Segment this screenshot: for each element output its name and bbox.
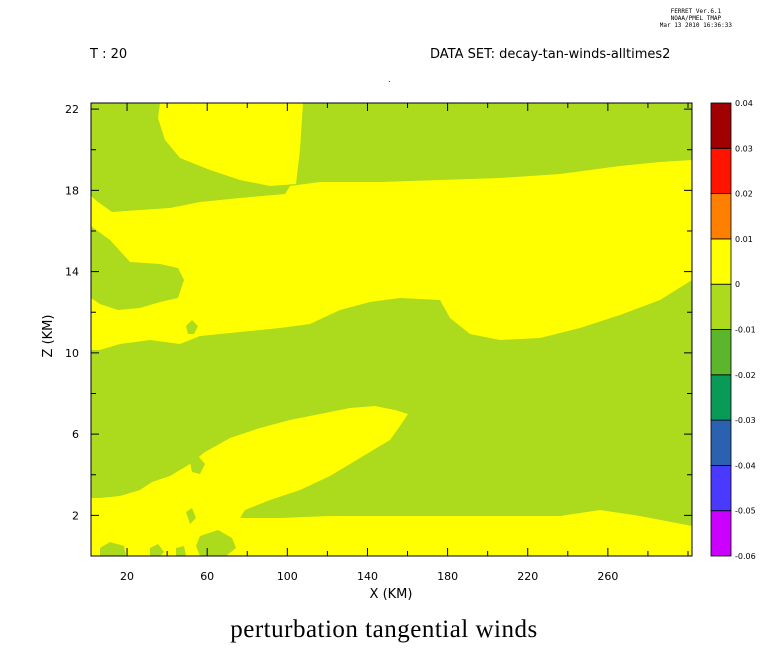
upper-left-green-tongue <box>91 226 184 310</box>
center-dot: . <box>388 75 391 84</box>
x-tick-label: 100 <box>277 570 298 583</box>
colorbar-label: 0.03 <box>735 144 753 153</box>
colorbar-swatch <box>710 419 732 466</box>
y-tick-label: 6 <box>72 428 79 441</box>
upper-yellow-layer <box>91 160 692 350</box>
lower-green-patch-6 <box>100 542 126 556</box>
green-speck-1 <box>118 172 150 190</box>
y-tick-label: 14 <box>65 266 79 279</box>
green-speck-3 <box>91 118 98 134</box>
lower-green-patch-1 <box>91 440 152 498</box>
colorbar-label: 0.01 <box>735 235 753 244</box>
colorbar-label: -0.02 <box>735 371 756 380</box>
colorbar-swatch <box>710 193 732 240</box>
colorbar-swatch <box>710 147 732 195</box>
plot-frame <box>90 102 693 557</box>
colorbar-label: -0.06 <box>735 552 756 561</box>
colorbar-swatch <box>710 102 732 149</box>
x-tick-label: 220 <box>517 570 538 583</box>
y-tick-label: 22 <box>65 103 79 116</box>
colorbar-label: -0.03 <box>735 416 756 425</box>
ferret-version-stamp: FERRET Ver.6.1 NOAA/PMEL TMAP Mar 13 201… <box>660 8 732 29</box>
colorbar: -0.06 -0.05 -0.04 -0.03 -0.02 -0.01 0 0.01 0.02 0… <box>710 99 756 561</box>
chart-title: perturbation tangential winds <box>230 616 538 643</box>
ferret-version-line: FERRET Ver.6.1 <box>670 8 722 15</box>
lower-green-patch-2 <box>91 452 101 466</box>
lower-green-patch-7 <box>150 544 164 556</box>
colorbar-label: -0.04 <box>735 461 756 470</box>
ferret-org-line: NOAA/PMEL TMAP <box>670 15 722 22</box>
colorbar-swatch <box>710 510 732 557</box>
y-axis-ticks: 2 6 10 14 18 22 <box>65 103 692 522</box>
colorbar-swatch <box>710 464 732 512</box>
lower-green-patch-3 <box>190 456 205 474</box>
ferret-date-line: Mar 13 2010 16:36:33 <box>659 22 732 29</box>
x-tick-label: 140 <box>357 570 378 583</box>
colorbar-label: -0.05 <box>735 507 756 516</box>
lower-green-patch-8 <box>176 546 186 556</box>
y-tick-label: 2 <box>72 509 79 522</box>
colorbar-swatch <box>710 238 732 285</box>
x-tick-label: 260 <box>597 570 618 583</box>
time-step-label: T : 20 <box>90 47 128 62</box>
contour-field <box>91 103 692 556</box>
x-tick-label: 60 <box>200 570 214 583</box>
y-axis-label: Z (KM) <box>41 315 56 358</box>
x-tick-label: 180 <box>437 570 458 583</box>
top-yellow-column <box>158 103 303 186</box>
colorbar-swatch <box>710 329 732 376</box>
y-tick-label: 10 <box>65 347 79 360</box>
colorbar-swatch <box>710 374 732 421</box>
colorbar-label: -0.01 <box>735 326 756 335</box>
x-axis-ticks: 20 60 100 140 180 220 260 <box>120 103 689 583</box>
colorbar-swatch <box>710 283 732 330</box>
colorbar-label: 0 <box>735 280 740 289</box>
colorbar-label: 0.02 <box>735 190 753 199</box>
green-speck-2 <box>186 320 198 334</box>
lower-green-patch-5 <box>196 530 236 556</box>
lower-green-patch-4 <box>186 508 196 524</box>
y-tick-label: 18 <box>65 184 79 197</box>
x-tick-label: 20 <box>120 570 134 583</box>
colorbar-label: 0.04 <box>735 99 753 108</box>
x-axis-label: X (KM) <box>370 587 413 602</box>
dataset-label: DATA SET: decay-tan-winds-alltimes2 <box>430 47 671 62</box>
lower-yellow-layer <box>91 406 692 556</box>
